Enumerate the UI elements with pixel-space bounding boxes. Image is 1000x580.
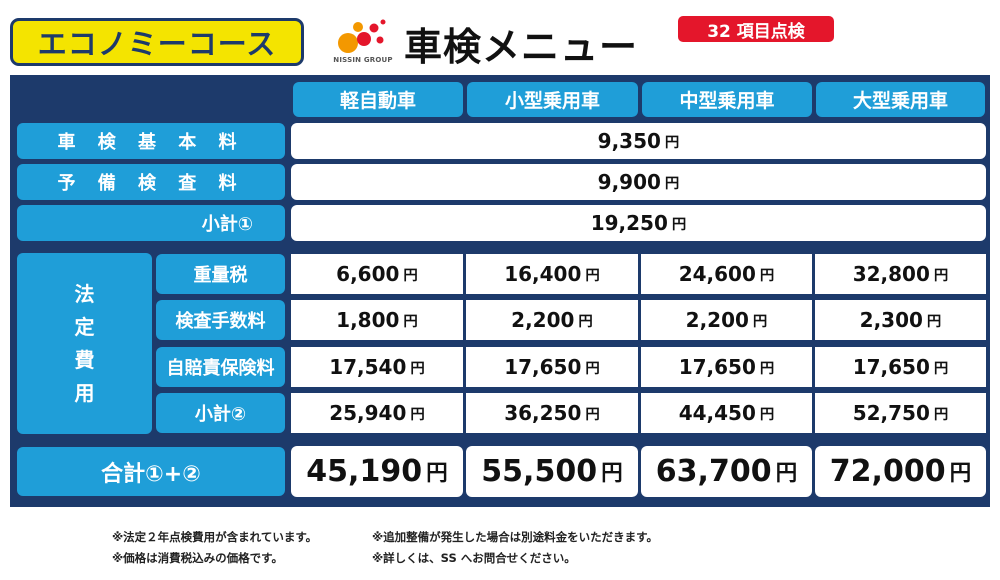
total-amount: 45,190 [306, 454, 423, 489]
yen-unit: 円 [664, 175, 680, 192]
row-label-basic-fee: 車 検 基 本 料 [17, 123, 285, 159]
table-cell: 44,450 円 [641, 393, 812, 433]
yen-unit: 円 [933, 267, 949, 284]
legal-fees-label: 法 定 費 用 [17, 253, 152, 434]
cell-amount: 44,450 [678, 401, 756, 425]
yen-unit: 円 [585, 360, 600, 377]
table-cell: 24,600 円 [641, 254, 812, 294]
cell-amount: 17,650 [678, 355, 756, 379]
nissin-logo: NISSIN GROUP [330, 18, 396, 68]
logo-mark-icon [338, 19, 386, 53]
cell-amount: 2,200 [511, 308, 575, 332]
price-table: 軽自動車 小型乗用車 中型乗用車 大型乗用車 車 検 基 本 料 9,350 円 … [10, 75, 990, 507]
total-cell: 63,700 円 [641, 446, 812, 497]
cell-amount: 2,300 [859, 308, 923, 332]
cell-amount: 6,600 [336, 262, 400, 286]
yen-unit: 円 [759, 267, 775, 284]
table-cell: 6,600 円 [291, 254, 463, 294]
cell-amount: 25,940 [329, 401, 407, 425]
column-header-small: 小型乗用車 [467, 82, 638, 117]
yen-unit: 円 [926, 313, 942, 330]
total-cell: 72,000 円 [815, 446, 986, 497]
yen-unit: 円 [775, 461, 798, 486]
cell-amount: 17,650 [504, 355, 582, 379]
table-cell: 2,300 円 [815, 300, 986, 340]
table-cell: 17,650 円 [815, 347, 986, 387]
table-cell: 36,250 円 [466, 393, 638, 433]
cell-amount: 52,750 [852, 401, 930, 425]
table-cell: 2,200 円 [466, 300, 638, 340]
total-amount: 72,000 [829, 454, 946, 489]
inspection-items-label: 32 項目点検 [707, 21, 805, 42]
yen-unit: 円 [759, 360, 775, 377]
row-label-subtotal-2: 小計② [156, 393, 285, 433]
yen-unit: 円 [426, 461, 448, 486]
legal-label-char: 用 [74, 380, 95, 405]
page-title: 車検メニュー [404, 25, 639, 69]
subtotal-1-amount: 19,250 [590, 211, 668, 235]
yen-unit: 円 [410, 360, 425, 377]
yen-unit: 円 [752, 313, 768, 330]
total-amount: 55,500 [481, 454, 598, 489]
row-label-subtotal-1: 小計① [17, 205, 285, 241]
basic-fee-value: 9,350 円 [291, 123, 986, 159]
row-label-liability-insurance: 自賠責保険料 [156, 347, 285, 387]
preliminary-fee-amount: 9,900 [597, 170, 661, 194]
cell-amount: 1,800 [336, 308, 400, 332]
column-header-kei: 軽自動車 [293, 82, 463, 117]
yen-unit: 円 [403, 313, 418, 330]
column-header-medium: 中型乗用車 [642, 82, 812, 117]
subtotal-1-value: 19,250 円 [291, 205, 986, 241]
row-label-weight-tax: 重量税 [156, 254, 285, 294]
basic-fee-amount: 9,350 [597, 129, 661, 153]
legal-label-char: 定 [74, 314, 95, 339]
note-legal-inspection: ※法定２年点検費用が含まれています。 [112, 530, 318, 544]
note-additional-maintenance: ※追加整備が発生した場合は別途料金をいただきます。 [372, 530, 659, 544]
preliminary-fee-value: 9,900 円 [291, 164, 986, 200]
legal-label-char: 法 [74, 281, 95, 306]
cell-amount: 32,800 [852, 262, 930, 286]
row-label-preliminary-fee: 予 備 検 査 料 [17, 164, 285, 200]
yen-unit: 円 [671, 216, 687, 233]
total-cell: 55,500 円 [466, 446, 638, 497]
total-cell: 45,190 円 [291, 446, 463, 497]
yen-unit: 円 [949, 461, 972, 486]
yen-unit: 円 [578, 313, 593, 330]
logo-text: NISSIN GROUP [333, 56, 393, 64]
note-tax-included: ※価格は消費税込みの価格です。 [112, 551, 284, 565]
table-cell: 16,400 円 [466, 254, 638, 294]
cell-amount: 16,400 [504, 262, 582, 286]
cell-amount: 17,540 [329, 355, 407, 379]
yen-unit: 円 [664, 134, 680, 151]
table-cell: 1,800 円 [291, 300, 463, 340]
yen-unit: 円 [759, 406, 775, 423]
row-label-inspection-fee: 検査手数料 [156, 300, 285, 340]
table-cell: 2,200 円 [641, 300, 812, 340]
table-cell: 17,650 円 [466, 347, 638, 387]
total-amount: 63,700 [655, 454, 772, 489]
row-label-total: 合計①+② [17, 447, 285, 496]
course-badge: エコノミーコース [10, 18, 304, 66]
table-cell: 17,650 円 [641, 347, 812, 387]
cell-amount: 24,600 [678, 262, 756, 286]
note-contact-ss: ※詳しくは、SS へお問合せください。 [372, 551, 576, 565]
yen-unit: 円 [933, 360, 949, 377]
cell-amount: 17,650 [852, 355, 930, 379]
yen-unit: 円 [933, 406, 949, 423]
table-cell: 25,940 円 [291, 393, 463, 433]
yen-unit: 円 [410, 406, 425, 423]
cell-amount: 2,200 [685, 308, 749, 332]
cell-amount: 36,250 [504, 401, 582, 425]
inspection-items-badge: 32 項目点検 [678, 16, 834, 42]
legal-label-char: 費 [74, 347, 95, 372]
yen-unit: 円 [585, 267, 600, 284]
table-cell: 52,750 円 [815, 393, 986, 433]
table-cell: 32,800 円 [815, 254, 986, 294]
yen-unit: 円 [601, 461, 623, 486]
yen-unit: 円 [403, 267, 418, 284]
column-header-large: 大型乗用車 [816, 82, 985, 117]
yen-unit: 円 [585, 406, 600, 423]
table-cell: 17,540 円 [291, 347, 463, 387]
course-label: エコノミーコース [37, 27, 277, 61]
